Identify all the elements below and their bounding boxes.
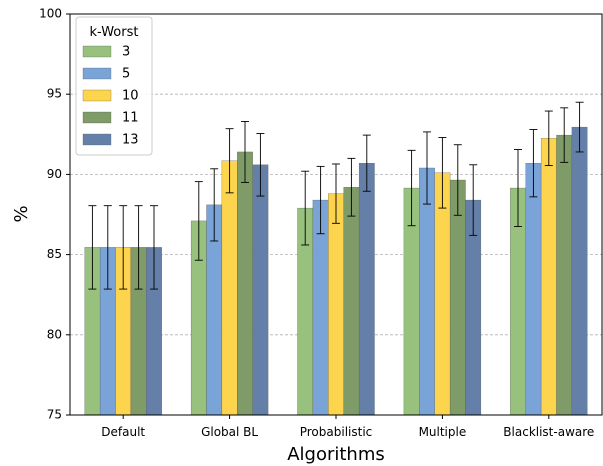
legend-swatch-k10 xyxy=(82,89,112,102)
bar-probabilistic-k13 xyxy=(358,163,375,416)
legend-label-k13: 13 xyxy=(122,133,139,148)
bar-probabilistic-k11 xyxy=(343,187,360,416)
x-axis-label: Algorithms xyxy=(287,444,385,465)
y-tick-label: 100 xyxy=(39,7,62,21)
legend: k-Worst 3 5 10 11 13 xyxy=(75,16,153,156)
legend-swatch-k13 xyxy=(82,133,112,146)
plot-frame xyxy=(69,13,603,416)
x-tick-label: Global BL xyxy=(201,425,258,439)
y-tick-label: 95 xyxy=(47,87,62,101)
bar-global-bl-k13 xyxy=(252,164,269,416)
y-tick-label: 90 xyxy=(47,167,62,181)
axes xyxy=(66,13,603,419)
legend-swatch-k5 xyxy=(82,67,112,80)
y-tick-label: 85 xyxy=(47,247,62,261)
bar-blacklist-aware-k11 xyxy=(556,134,573,416)
legend-swatch-k3 xyxy=(82,45,112,58)
y-tick-label: 75 xyxy=(47,408,62,422)
legend-label-k3: 3 xyxy=(122,45,130,60)
x-tick-label: Probabilistic xyxy=(300,425,373,439)
bar-multiple-k5 xyxy=(419,167,435,416)
x-tick-label: Multiple xyxy=(419,425,467,439)
bar-blacklist-aware-k10 xyxy=(540,138,557,416)
y-tick-label: 80 xyxy=(47,327,62,341)
legend-label-k11: 11 xyxy=(122,111,139,126)
bar-blacklist-aware-k13 xyxy=(571,126,588,416)
x-tick-label: Default xyxy=(101,425,145,439)
bar-probabilistic-k10 xyxy=(328,193,344,416)
bar-multiple-k10 xyxy=(434,172,451,416)
bar-blacklist-aware-k5 xyxy=(525,163,542,416)
legend-title: k-Worst xyxy=(90,25,139,40)
error-bars xyxy=(88,101,584,290)
legend-label-k10: 10 xyxy=(122,89,139,104)
tick-labels: 75 80 85 90 95 100 Default Global BL Probabilist… xyxy=(39,7,594,440)
legend-items: 3 5 10 11 13 xyxy=(82,45,139,148)
bar-global-bl-k11 xyxy=(237,151,253,416)
legend-label-k5: 5 xyxy=(122,67,130,82)
y-axis-label: % xyxy=(11,205,32,222)
bar-global-bl-k10 xyxy=(221,160,238,416)
legend-swatch-k11 xyxy=(82,111,112,124)
x-tick-label: Blacklist-aware xyxy=(503,425,594,439)
